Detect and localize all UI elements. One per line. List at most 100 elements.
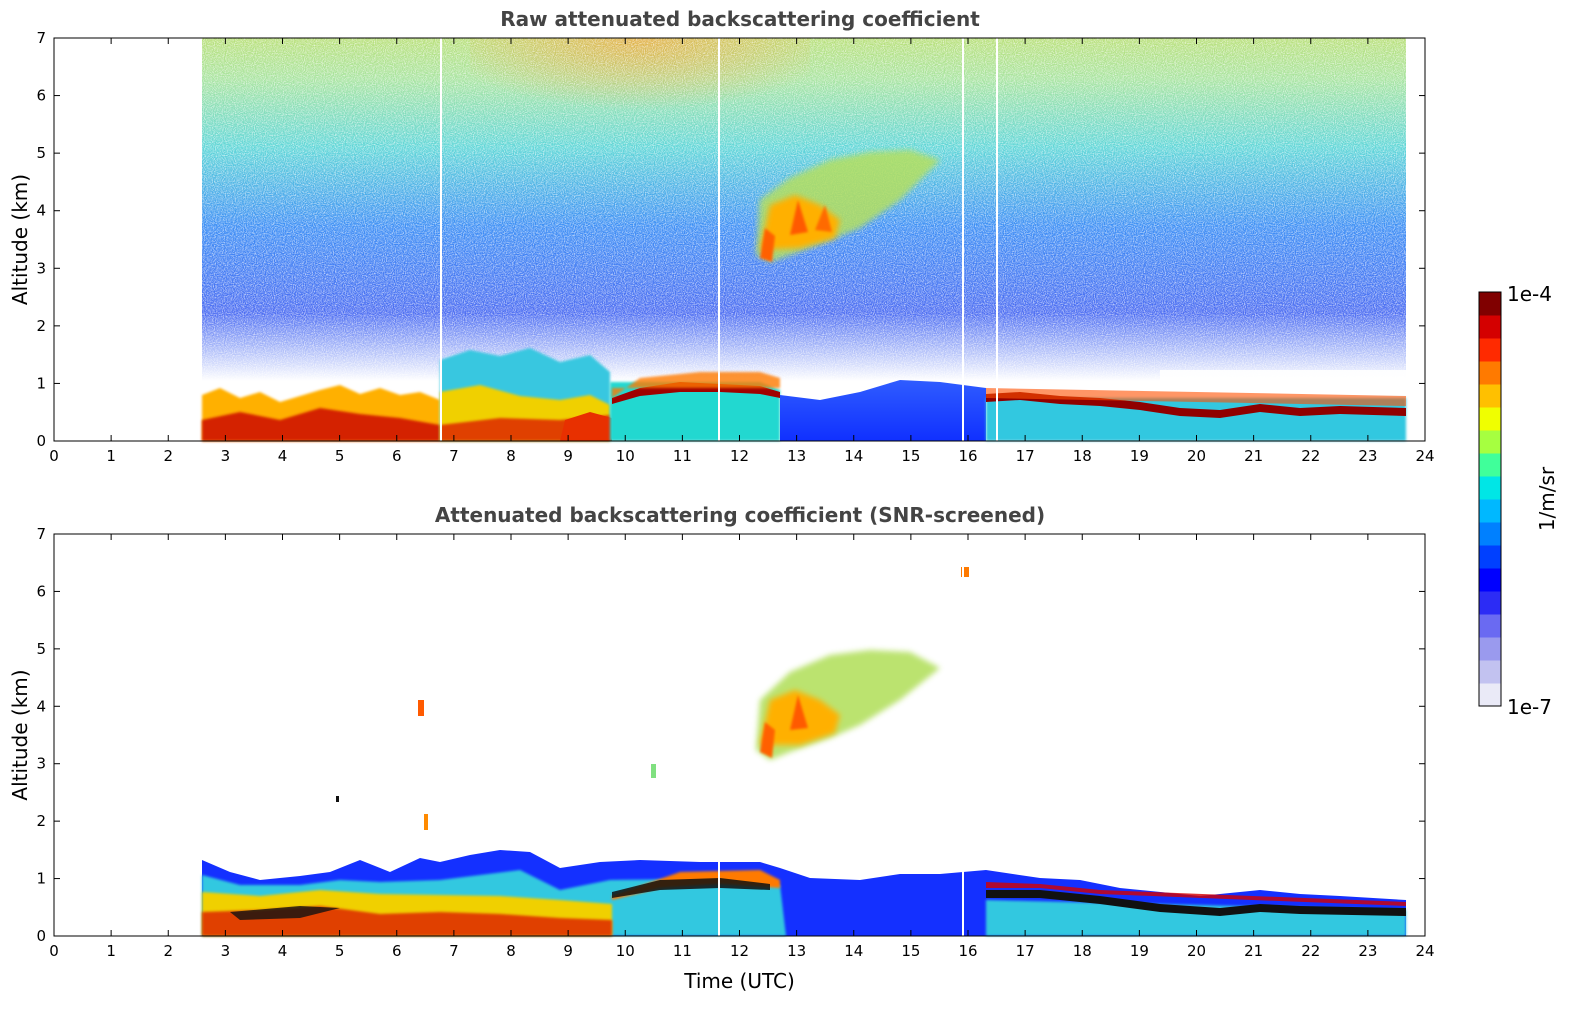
raw-xtick-label: 3 xyxy=(221,447,231,465)
colorbar-segment xyxy=(1479,292,1501,316)
screened-xtick-label: 9 xyxy=(563,942,573,960)
raw-xtick-label: 10 xyxy=(616,447,635,465)
raw-ytick-label: 5 xyxy=(36,144,46,162)
raw-ytick-label: 0 xyxy=(36,432,46,450)
raw-xtick-label: 20 xyxy=(1187,447,1206,465)
colorbar-frame xyxy=(1478,291,1502,707)
colorbar-segment xyxy=(1479,591,1501,615)
screened-xlabel: Time (UTC) xyxy=(683,969,795,993)
colorbar-segment xyxy=(1479,476,1501,500)
screened-xtick-label: 12 xyxy=(730,942,749,960)
colorbar-segment xyxy=(1479,453,1501,477)
raw-ytick-label: 7 xyxy=(36,29,46,47)
raw-xtick-label: 8 xyxy=(506,447,516,465)
raw-xtick-label: 21 xyxy=(1244,447,1263,465)
screened-xtick-label: 2 xyxy=(163,942,173,960)
colorbar-segment xyxy=(1479,361,1501,385)
colorbar-segment xyxy=(1479,660,1501,684)
screened-xtick-label: 23 xyxy=(1358,942,1377,960)
screened-xtick-label: 19 xyxy=(1130,942,1149,960)
colorbar-segment xyxy=(1479,407,1501,431)
raw-xtick-label: 11 xyxy=(673,447,692,465)
raw-xtick-label: 13 xyxy=(787,447,806,465)
screened-xtick-label: 8 xyxy=(506,942,516,960)
screened-isolated-echoes xyxy=(336,567,969,830)
raw-ytick-label: 4 xyxy=(36,202,46,220)
screened-xtick-label: 14 xyxy=(844,942,863,960)
screened-ytick-label: 7 xyxy=(36,525,46,543)
raw-ytick-label: 6 xyxy=(36,87,46,105)
screened-ylabel: Altitude (km) xyxy=(8,669,32,800)
colorbar-segment xyxy=(1479,614,1501,638)
colorbar-segment xyxy=(1479,338,1501,362)
screened-xtick-label: 16 xyxy=(958,942,977,960)
screened-xtick-label: 21 xyxy=(1244,942,1263,960)
screened-gap-1 xyxy=(718,534,720,936)
raw-panel: Raw attenuated backscattering coefficien… xyxy=(8,7,1435,465)
screened-xtick-label: 6 xyxy=(392,942,402,960)
screened-gap-2 xyxy=(962,534,964,936)
screened-heatmap xyxy=(202,534,1406,936)
colorbar-segment xyxy=(1479,568,1501,592)
screened-xtick-label: 0 xyxy=(49,942,59,960)
screened-ytick-label: 6 xyxy=(36,582,46,600)
raw-xtick-label: 5 xyxy=(335,447,345,465)
screened-xtick-label: 15 xyxy=(901,942,920,960)
colorbar-max-label: 1e-4 xyxy=(1507,282,1552,306)
raw-ylabel: Altitude (km) xyxy=(8,174,32,305)
screened-ytick-label: 3 xyxy=(36,755,46,773)
screened-elevated-layer xyxy=(756,650,940,760)
screened-xtick-label: 13 xyxy=(787,942,806,960)
raw-heatmap xyxy=(202,38,1406,441)
raw-xtick-label: 16 xyxy=(958,447,977,465)
raw-panel-title: Raw attenuated backscattering coefficien… xyxy=(500,7,980,31)
raw-xtick-label: 0 xyxy=(49,447,59,465)
raw-xtick-label: 15 xyxy=(901,447,920,465)
screened-xtick-label: 7 xyxy=(449,942,459,960)
screened-xtick-label: 24 xyxy=(1415,942,1434,960)
screened-xtick-label: 17 xyxy=(1016,942,1035,960)
screened-ytick-label: 5 xyxy=(36,640,46,658)
screened-xtick-label: 4 xyxy=(278,942,288,960)
raw-ytick-label: 2 xyxy=(36,317,46,335)
raw-xtick-label: 7 xyxy=(449,447,459,465)
raw-gap-4 xyxy=(996,38,998,441)
raw-boundary-layer xyxy=(202,348,1406,441)
raw-xtick-label: 19 xyxy=(1130,447,1149,465)
screened-panel: Attenuated backscattering coefficient (S… xyxy=(8,503,1435,993)
raw-gap-1 xyxy=(440,38,442,441)
colorbar-min-label: 1e-7 xyxy=(1507,695,1552,719)
screened-xtick-label: 22 xyxy=(1301,942,1320,960)
screened-xtick-label: 3 xyxy=(221,942,231,960)
colorbar-unit-label: 1/m/sr xyxy=(1535,466,1559,531)
raw-xtick-label: 12 xyxy=(730,447,749,465)
screened-xtick-label: 20 xyxy=(1187,942,1206,960)
raw-xtick-label: 17 xyxy=(1016,447,1035,465)
colorbar: 1e-4 1e-7 1/m/sr xyxy=(1478,282,1559,719)
colorbar-segment xyxy=(1479,637,1501,661)
raw-xtick-label: 14 xyxy=(844,447,863,465)
screened-boundary-layer xyxy=(202,850,1406,936)
screened-ytick-label: 1 xyxy=(36,870,46,888)
colorbar-segment xyxy=(1479,522,1501,546)
screened-xtick-label: 18 xyxy=(1073,942,1092,960)
raw-xtick-label: 9 xyxy=(563,447,573,465)
colorbar-segment xyxy=(1479,315,1501,339)
raw-xtick-label: 6 xyxy=(392,447,402,465)
raw-gap-2 xyxy=(718,38,720,441)
raw-xtick-label: 4 xyxy=(278,447,288,465)
screened-ytick-label: 2 xyxy=(36,812,46,830)
screened-xtick-label: 10 xyxy=(616,942,635,960)
raw-ytick-label: 3 xyxy=(36,259,46,277)
colorbar-segment xyxy=(1479,499,1501,523)
raw-xtick-label: 18 xyxy=(1073,447,1092,465)
screened-xtick-label: 5 xyxy=(335,942,345,960)
screened-panel-title: Attenuated backscattering coefficient (S… xyxy=(435,503,1045,527)
raw-elevated-layer xyxy=(756,150,940,262)
raw-ytick-label: 1 xyxy=(36,374,46,392)
screened-xtick-label: 11 xyxy=(673,942,692,960)
colorbar-segment xyxy=(1479,430,1501,454)
screened-ytick-label: 0 xyxy=(36,927,46,945)
raw-xtick-label: 22 xyxy=(1301,447,1320,465)
